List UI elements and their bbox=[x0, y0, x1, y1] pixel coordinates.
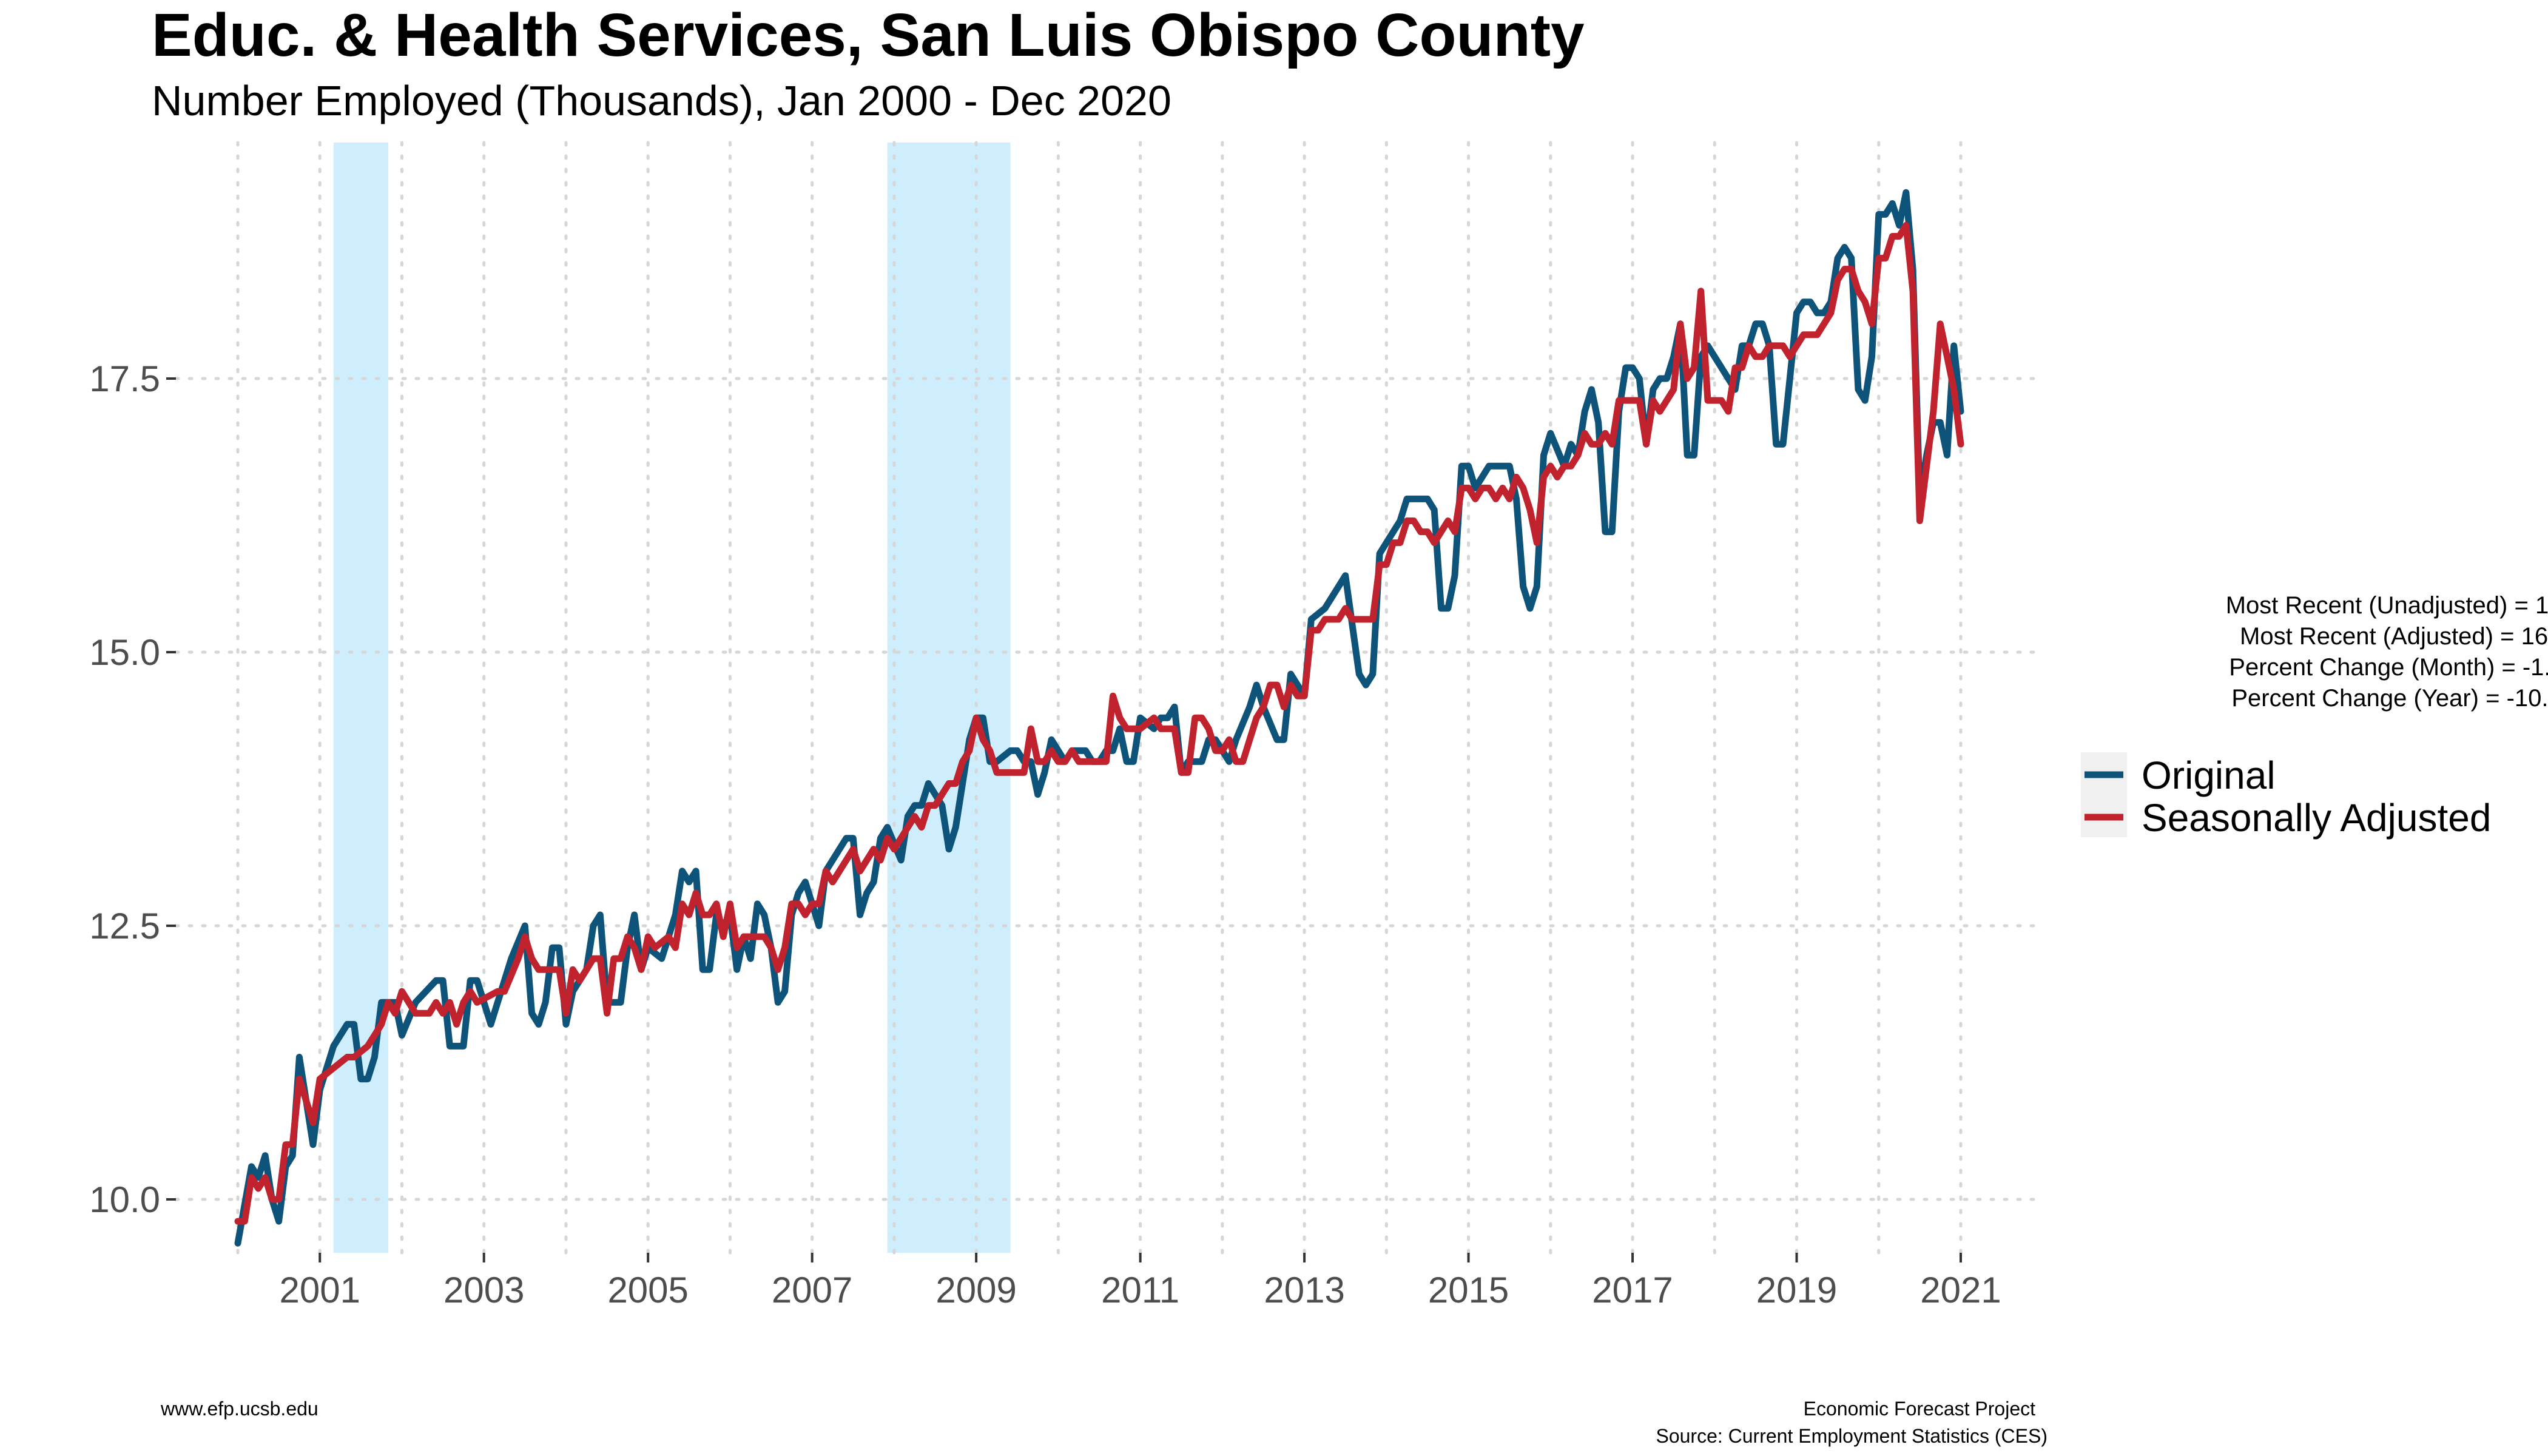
footer-publisher: Economic Forecast Project bbox=[1804, 1398, 2035, 1420]
chart-subtitle: Number Employed (Thousands), Jan 2000 - … bbox=[152, 77, 1171, 124]
legend-label-original: Original bbox=[2142, 753, 2276, 797]
stat-percent-change-month: Percent Change (Month) = -1.78 % bbox=[2229, 654, 2548, 681]
stat-most-recent-adjusted: Most Recent (Adjusted) = 16,899 bbox=[2240, 623, 2548, 650]
legend: Original Seasonally Adjusted bbox=[2081, 752, 2491, 840]
recession-band-2 bbox=[887, 143, 1011, 1253]
legend-label-seasonally-adjusted: Seasonally Adjusted bbox=[2142, 796, 2491, 840]
recession-band-1 bbox=[333, 143, 388, 1253]
y-tick-label: 10.0 bbox=[89, 1179, 160, 1220]
grid bbox=[174, 141, 2043, 1255]
x-tick-label: 2015 bbox=[1428, 1270, 1509, 1310]
x-tick-label: 2017 bbox=[1592, 1270, 1673, 1310]
x-tick-label: 2011 bbox=[1101, 1270, 1179, 1310]
chart-title: Educ. & Health Services, San Luis Obispo… bbox=[152, 1, 1585, 69]
x-tick-label: 2001 bbox=[279, 1270, 360, 1310]
footer-source: Source: Current Employment Statistics (C… bbox=[1656, 1425, 2048, 1447]
x-tick-label: 2013 bbox=[1264, 1270, 1344, 1310]
y-tick-label: 15.0 bbox=[89, 632, 160, 673]
stat-most-recent-unadjusted: Most Recent (Unadjusted) = 17,200 bbox=[2226, 592, 2548, 619]
x-tick-label: 2009 bbox=[935, 1270, 1016, 1310]
x-tick-label: 2021 bbox=[1920, 1270, 2001, 1310]
series-line-seasonally-adjusted bbox=[234, 221, 1964, 1225]
x-axis: 2001 2003 2005 2007 2009 2011 2013 2015 2017 2019… bbox=[279, 1253, 2001, 1310]
footer-website: www.efp.ucsb.edu bbox=[160, 1398, 318, 1420]
plot-area bbox=[174, 141, 2043, 1255]
stat-percent-change-year: Percent Change (Year) = -10.05 % bbox=[2231, 685, 2548, 712]
x-tick-label: 2007 bbox=[772, 1270, 852, 1310]
y-tick-label: 17.5 bbox=[89, 359, 160, 399]
stats-box: Most Recent (Unadjusted) = 17,200 Most R… bbox=[2226, 592, 2548, 712]
x-tick-label: 2005 bbox=[607, 1270, 688, 1310]
legend-key-background bbox=[2081, 752, 2127, 837]
x-tick-label: 2019 bbox=[1756, 1270, 1837, 1310]
y-axis: 10.0 12.5 15.0 17.5 bbox=[89, 359, 176, 1220]
series-lines bbox=[234, 189, 1964, 1247]
x-tick-label: 2003 bbox=[443, 1270, 524, 1310]
recession-bands bbox=[333, 143, 1011, 1253]
y-tick-label: 12.5 bbox=[89, 906, 160, 946]
